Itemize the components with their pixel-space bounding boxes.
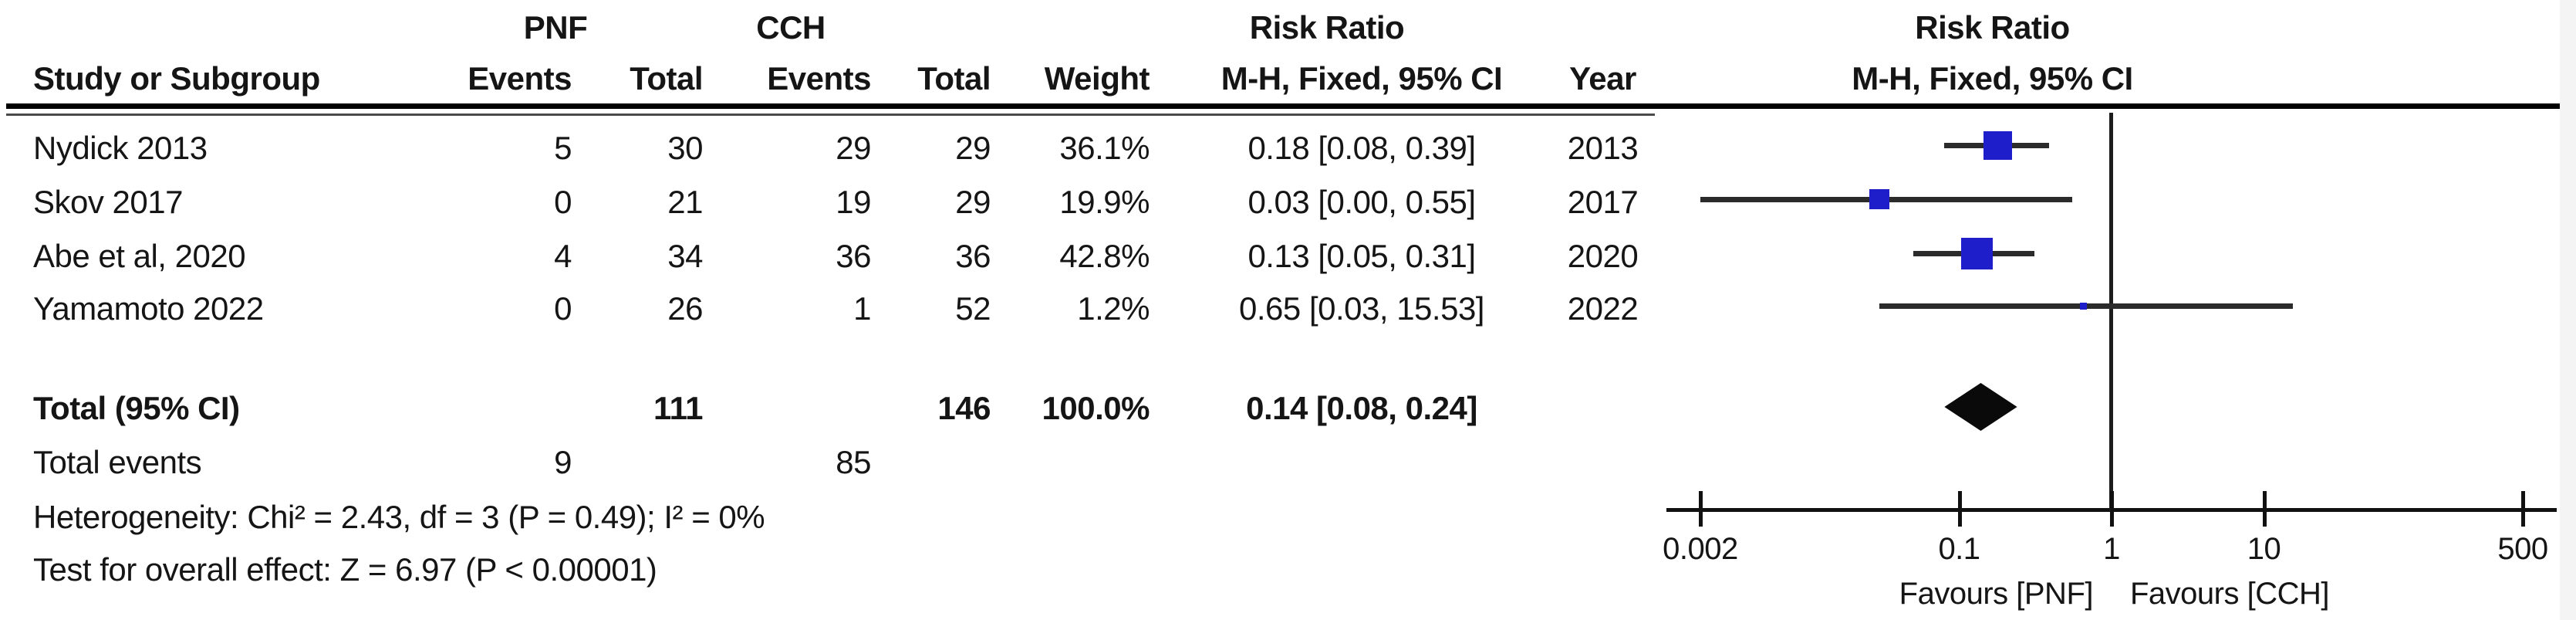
pnf-total-value: 21 (667, 184, 703, 220)
cch-total-value: 29 (955, 130, 991, 166)
summary-diamond (1944, 383, 2017, 431)
ci-value: 0.65 [0.03, 15.53] (1239, 290, 1484, 327)
axis-tick-500 (2521, 491, 2526, 527)
overall-effect-text: Test for overall effect: Z = 6.97 (P < 0… (33, 551, 657, 588)
pnf-total-value: 30 (667, 130, 703, 166)
study-label: Skov 2017 (33, 184, 183, 220)
header-rule (6, 103, 2565, 109)
axis-tick-label-0.002: 0.002 (1663, 532, 1738, 566)
cch-total-value: 29 (955, 184, 991, 220)
axis-tick-0.1 (1957, 491, 1962, 527)
year-value: 2022 (1567, 290, 1639, 327)
pnf-events-value: 0 (554, 290, 572, 327)
axis-tick-label-0.1: 0.1 (1938, 532, 1980, 566)
pnf-total-value: 26 (667, 290, 703, 327)
effect-square-1 (1869, 189, 1890, 209)
pnf-events-value: 4 (554, 238, 572, 274)
ci-value: 0.03 [0.00, 0.55] (1247, 184, 1476, 220)
heterogeneity-text: Heterogeneity: Chi² = 2.43, df = 3 (P = … (33, 499, 765, 535)
cch-events-value: 1 (853, 290, 871, 327)
col-header-cch-events: Events (767, 60, 871, 97)
axis-tick-10 (2262, 491, 2267, 527)
plot-null-line (2109, 113, 2113, 511)
cch-events-value: 19 (836, 184, 871, 220)
weight-value: 36.1% (1059, 130, 1150, 166)
group-header-pnf: PNF (523, 9, 588, 46)
col-header-year: Year (1569, 60, 1636, 97)
study-label: Abe et al, 2020 (33, 238, 246, 274)
total-events-label: Total events (33, 444, 202, 480)
year-value: 2020 (1567, 238, 1639, 274)
total-ci: 0.14 [0.08, 0.24] (1246, 390, 1477, 426)
total-cch-total: 146 (937, 390, 991, 426)
total-label: Total (95% CI) (33, 390, 240, 426)
effect-square-0 (1983, 130, 2013, 160)
col-header-study: Study or Subgroup (33, 60, 320, 97)
pnf-total-value: 34 (667, 238, 703, 274)
total-weight: 100.0% (1042, 390, 1150, 426)
total-events-pnf: 9 (554, 444, 572, 480)
study-label: Nydick 2013 (33, 130, 208, 166)
header-rule-ghost (6, 113, 1655, 116)
weight-value: 1.2% (1077, 290, 1150, 327)
year-value: 2013 (1567, 130, 1639, 166)
weight-value: 42.8% (1059, 238, 1150, 274)
effect-square-3 (2079, 302, 2087, 310)
ci-value: 0.18 [0.08, 0.39] (1247, 130, 1476, 166)
axis-tick-label-10: 10 (2247, 532, 2281, 566)
axis-tick-label-1: 1 (2103, 532, 2120, 566)
column-group-risk-ratio: Risk Ratio (1249, 9, 1405, 46)
col-header-cch-total: Total (917, 60, 991, 97)
axis-tick-0.002 (1698, 491, 1703, 527)
cch-events-value: 36 (836, 238, 871, 274)
cch-total-value: 36 (955, 238, 991, 274)
pnf-events-value: 0 (554, 184, 572, 220)
plot-header-ci-method: M-H, Fixed, 95% CI (1852, 60, 2133, 97)
scan-edge-band (2560, 0, 2576, 620)
favours-left-label: Favours [PNF] (1899, 577, 2094, 611)
total-events-cch: 85 (836, 444, 871, 480)
ci-value: 0.13 [0.05, 0.31] (1247, 238, 1476, 274)
study-label: Yamamoto 2022 (33, 290, 264, 327)
year-value: 2017 (1567, 184, 1639, 220)
col-header-pnf-events: Events (468, 60, 572, 97)
col-header-weight: Weight (1044, 60, 1150, 97)
weight-value: 19.9% (1059, 184, 1150, 220)
total-pnf-total: 111 (653, 390, 703, 426)
col-header-ci: M-H, Fixed, 95% CI (1220, 60, 1503, 97)
axis-tick-label-500: 500 (2497, 532, 2548, 566)
plot-header-risk-ratio: Risk Ratio (1915, 9, 2070, 46)
pnf-events-value: 5 (554, 130, 572, 166)
effect-square-2 (1960, 237, 1993, 269)
group-header-cch: CCH (756, 9, 825, 46)
favours-right-label: Favours [CCH] (2130, 577, 2330, 611)
cch-events-value: 29 (836, 130, 871, 166)
col-header-pnf-total: Total (630, 60, 703, 97)
axis-tick-1 (2110, 491, 2114, 527)
cch-total-value: 52 (955, 290, 991, 327)
